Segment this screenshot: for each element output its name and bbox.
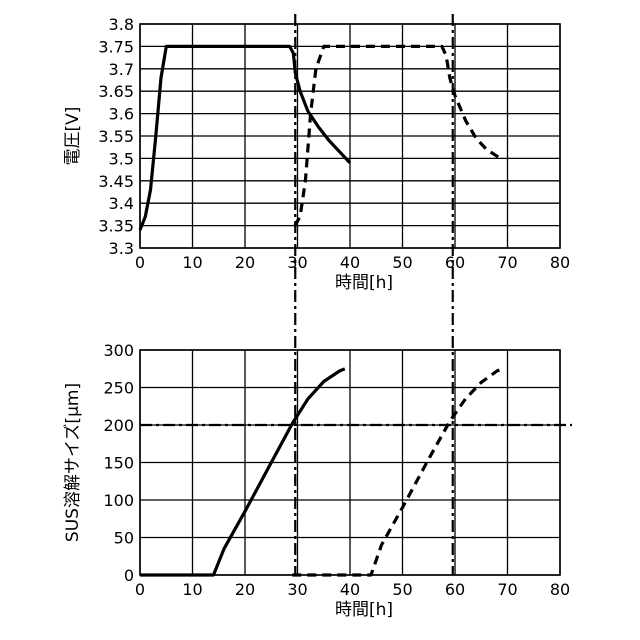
- x-tick-label: 10: [182, 253, 202, 272]
- x-tick-label: 20: [235, 580, 255, 599]
- y-tick-label: 150: [103, 454, 134, 473]
- voltage-chart: 0 10 20 30 40 50 60 70 80 3.3 3.35 3.4 3.45 3.5 3.55 3.…: [63, 15, 570, 293]
- x-tick-label: 50: [392, 580, 412, 599]
- x-tick-label: 50: [392, 253, 412, 272]
- x-tick-label: 20: [235, 253, 255, 272]
- y-axis-label: SUS溶解サイズ[μm]: [63, 383, 83, 542]
- y-tick-label: 3.7: [109, 60, 134, 79]
- y-tick-label: 3.5: [109, 149, 134, 168]
- x-tick-label: 40: [340, 253, 360, 272]
- x-tick-label: 30: [287, 253, 307, 272]
- x-tick-label: 10: [182, 580, 202, 599]
- reference-lines: [295, 14, 453, 575]
- sus-dissolution-chart: 0 10 20 30 40 50 60 70 80 0 50 100 150 200 250 300 時間[h]…: [63, 341, 572, 620]
- y-tick-label: 250: [103, 379, 134, 398]
- y-tick-label: 0: [124, 566, 134, 585]
- x-tick-label: 80: [550, 580, 570, 599]
- series-line-solid: [140, 369, 345, 575]
- y-tick-label: 50: [114, 529, 134, 548]
- y-tick-label: 3.3: [109, 239, 134, 258]
- y-tick-label: 3.6: [109, 105, 134, 124]
- y-tick-label: 3.8: [109, 15, 134, 34]
- y-tick-label: 200: [103, 416, 134, 435]
- y-tick-label: 3.4: [109, 194, 134, 213]
- y-tick-label: 300: [103, 341, 134, 360]
- y-tick-label: 3.75: [98, 37, 134, 56]
- series-line-dashed: [292, 369, 502, 575]
- y-tick-label: 100: [103, 491, 134, 510]
- x-tick-label: 40: [340, 580, 360, 599]
- x-tick-label: 0: [135, 580, 145, 599]
- y-tick-label: 3.35: [98, 217, 134, 236]
- x-tick-label: 0: [135, 253, 145, 272]
- y-tick-label: 3.65: [98, 82, 134, 101]
- y-tick-label: 3.45: [98, 172, 134, 191]
- x-axis-label: 時間[h]: [335, 273, 393, 293]
- y-axis-label: 電圧[V]: [63, 107, 83, 166]
- x-tick-label: 30: [287, 580, 307, 599]
- x-tick-label: 70: [497, 580, 517, 599]
- x-tick-label: 60: [445, 253, 465, 272]
- x-tick-label: 70: [497, 253, 517, 272]
- x-axis-label: 時間[h]: [335, 600, 393, 620]
- x-tick-label: 80: [550, 253, 570, 272]
- x-tick-label: 60: [445, 580, 465, 599]
- y-tick-label: 3.55: [98, 127, 134, 146]
